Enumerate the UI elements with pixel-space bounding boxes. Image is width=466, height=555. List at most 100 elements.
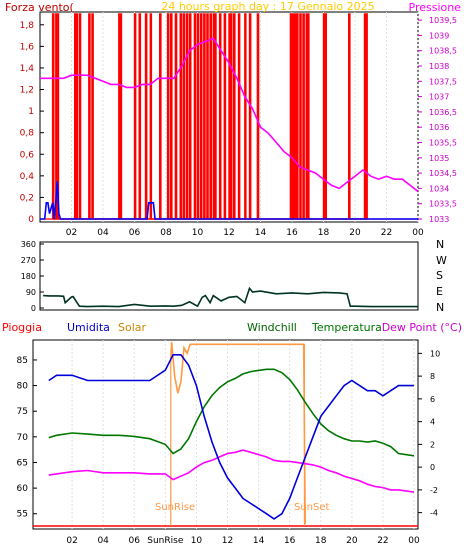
humidity-tick-label: 70 [17, 433, 29, 443]
direction-letter: S [436, 269, 443, 282]
temp-x-tick-label: 16 [284, 536, 296, 546]
label-solar: Solar [118, 321, 147, 334]
wind-x-tick-label: 00 [412, 228, 424, 238]
temperature-tick-label: 8 [430, 372, 435, 381]
pressure-tick-label: 1036 [429, 123, 449, 132]
pressure-tick-label: 1035 [429, 154, 449, 163]
temp-x-tick-label: 18 [315, 536, 327, 546]
chart-title: 24 hours graph day : 17 Gennaio 2025 [161, 0, 374, 13]
solar-line [170, 341, 306, 525]
humidity-tick-label: 55 [17, 510, 28, 520]
temp-lines [48, 341, 415, 526]
temp-x-tick-label: 22 [377, 536, 388, 546]
direction-tick-label: 360 [21, 240, 36, 249]
direction-tick-label: 270 [21, 256, 36, 265]
temp-x-tick-label: 00 [408, 536, 420, 546]
wind-x-tick-label: 20 [349, 228, 361, 238]
pressure-line [40, 37, 419, 193]
humidity-tick-label: 60 [17, 484, 29, 494]
label-windchill: Windchill [247, 321, 297, 334]
wind-x-tick-label: 22 [381, 228, 392, 238]
wind-axis-ticks: 0 0,2 0,4 0,6 0,8 1 1,2 1,4 1,6 1,8 1033 1033,5 1034… [20, 16, 457, 238]
humidity-tick-label: 80 [17, 382, 29, 392]
wind-tick-label: 1,4 [20, 64, 35, 74]
dewpoint-line [48, 449, 415, 493]
wind-x-tick-label: 08 [160, 228, 172, 238]
wind-tick-label: 1,6 [20, 42, 35, 52]
pressure-tick-label: 1034,5 [429, 169, 457, 178]
direction-letter: W [436, 254, 447, 267]
humidity-tick-label: 85 [17, 356, 28, 366]
temp-x-tick-label: 06 [129, 536, 141, 546]
temp-x-tick-label: 10 [191, 536, 203, 546]
temp-x-tick-label: SunRise [147, 536, 184, 546]
wind-tick-label: 0,2 [20, 193, 34, 203]
label-pioggia: Pioggia [2, 321, 42, 334]
temp-x-tick-label: 02 [66, 536, 77, 546]
wind-tick-label: 1 [28, 107, 34, 117]
label-umidita: Umidita [67, 321, 110, 334]
pressure-tick-label: 1038 [429, 62, 449, 71]
direction-tick-label: 0 [31, 304, 36, 313]
temperature-tick-label: 6 [430, 395, 435, 404]
humidity-line [48, 353, 414, 520]
pressure-tick-label: 1038,5 [429, 47, 457, 56]
wind-tick-label: 0,8 [20, 129, 35, 139]
humidity-tick-label: 65 [17, 458, 28, 468]
pressure-axis-label: Pressione [409, 1, 462, 14]
wind-speed-line [40, 181, 418, 220]
pressure-tick-label: 1039 [429, 31, 449, 40]
label-temperatura: Temperatura [311, 321, 382, 334]
direction-tick-label: 180 [21, 272, 36, 281]
temperature-tick-label: -2 [430, 486, 438, 495]
temperature-line [48, 368, 415, 457]
temperature-tick-label: -4 [430, 509, 438, 518]
direction-letter: E [436, 285, 443, 298]
temp-x-tick-label: 14 [253, 536, 265, 546]
temperature-tick-label: 0 [430, 463, 435, 472]
wind-x-tick-label: 02 [66, 228, 77, 238]
wind-tick-label: 0,4 [20, 172, 35, 182]
direction-plot-area [39, 241, 419, 311]
wind-x-tick-label: 14 [255, 228, 267, 238]
pressure-tick-label: 1034 [429, 184, 449, 193]
pressure-tick-label: 1033,5 [429, 200, 457, 209]
temperature-tick-label: 4 [430, 418, 435, 427]
wind-axis-label: Forza vento( [5, 1, 74, 14]
direction-line-group [43, 286, 418, 308]
pressure-tick-label: 1036,5 [429, 108, 457, 117]
wind-pressure-panel: Forza vento( 24 hours graph day : 17 Gen… [5, 0, 461, 238]
label-dewpoint: Dew Point (°C) [382, 321, 462, 334]
temperature-tick-label: 2 [430, 440, 435, 449]
temperature-humidity-panel: Pioggia Umidita Solar Windchill Temperat… [2, 321, 462, 546]
sunrise-annotation: SunRise [155, 502, 195, 513]
wind-x-tick-label: 16 [286, 228, 298, 238]
wind-x-tick-label: 12 [223, 228, 234, 238]
wind-tick-label: 1,8 [20, 21, 35, 31]
pressure-tick-label: 1037 [429, 93, 449, 102]
pressure-tick-label: 1033 [429, 215, 449, 224]
temperature-tick-label: 10 [430, 349, 440, 358]
wind-x-tick-label: 10 [192, 228, 204, 238]
wind-tick-label: 0,6 [20, 150, 35, 160]
direction-tick-label: 90 [26, 288, 36, 297]
temp-x-tick-label: 12 [222, 536, 233, 546]
direction-letter: N [436, 238, 444, 251]
pressure-tick-label: 1037,5 [429, 77, 457, 86]
wind-x-tick-label: 06 [129, 228, 141, 238]
pressure-tick-label: 1035,5 [429, 139, 457, 148]
wind-x-tick-label: 18 [318, 228, 330, 238]
temp-x-tick-label: 20 [346, 536, 358, 546]
wind-tick-label: 0 [28, 215, 34, 225]
temp-x-tick-label: 04 [97, 536, 109, 546]
wind-speed-line [40, 181, 418, 220]
sunset-annotation: SunSet [294, 502, 330, 513]
humidity-tick-label: 75 [17, 407, 28, 417]
pressure-line-group [40, 37, 419, 193]
pressure-tick-label: 1039,5 [429, 16, 457, 25]
wind-x-tick-label: 04 [97, 228, 109, 238]
